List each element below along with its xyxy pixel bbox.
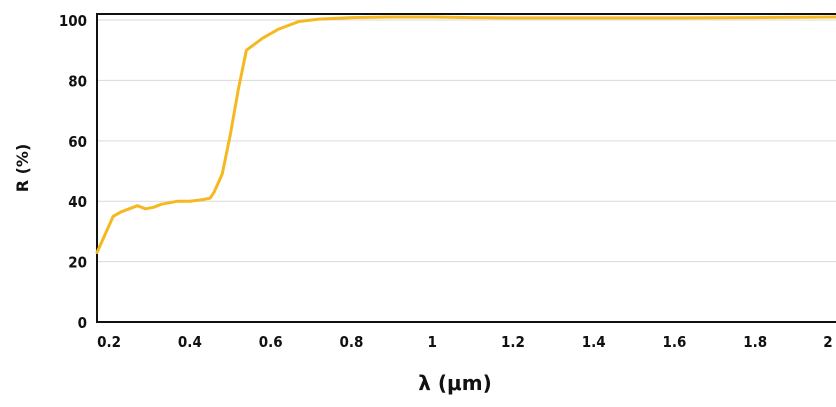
x-axis-label: λ (μm) [418, 371, 491, 395]
y-tick-label: 80 [68, 72, 87, 90]
y-tick-label: 0 [78, 314, 87, 332]
y-tick-label: 100 [59, 12, 87, 30]
x-tick-label: 0.8 [339, 333, 363, 351]
x-tick-label: 1.2 [501, 333, 525, 351]
x-tick-label: 0.4 [178, 333, 202, 351]
x-tick-label: 1.6 [663, 333, 687, 351]
gridlines [97, 19, 836, 263]
y-tick-label: 40 [68, 193, 87, 211]
x-tick-label: 0.2 [97, 333, 121, 351]
x-tick-label: 2 [823, 333, 832, 351]
y-tick-label: 20 [68, 254, 87, 272]
x-tick-label: 1.8 [743, 333, 767, 351]
series-layer [95, 15, 836, 254]
x-tick-label: 0.6 [259, 333, 283, 351]
x-axis-ticks: 0.2 0.4 0.6 0.8 1 1.2 1.4 1.6 1.8 2 [97, 333, 833, 351]
x-tick-label: 1 [427, 333, 436, 351]
y-tick-label: 60 [68, 133, 87, 151]
reflectance-series-line [95, 15, 836, 254]
y-axis-ticks: 0 20 40 60 80 100 [59, 12, 87, 332]
x-tick-label: 1.4 [582, 333, 606, 351]
y-axis-label: R (%) [13, 144, 32, 193]
plot-area-frame [96, 13, 836, 323]
